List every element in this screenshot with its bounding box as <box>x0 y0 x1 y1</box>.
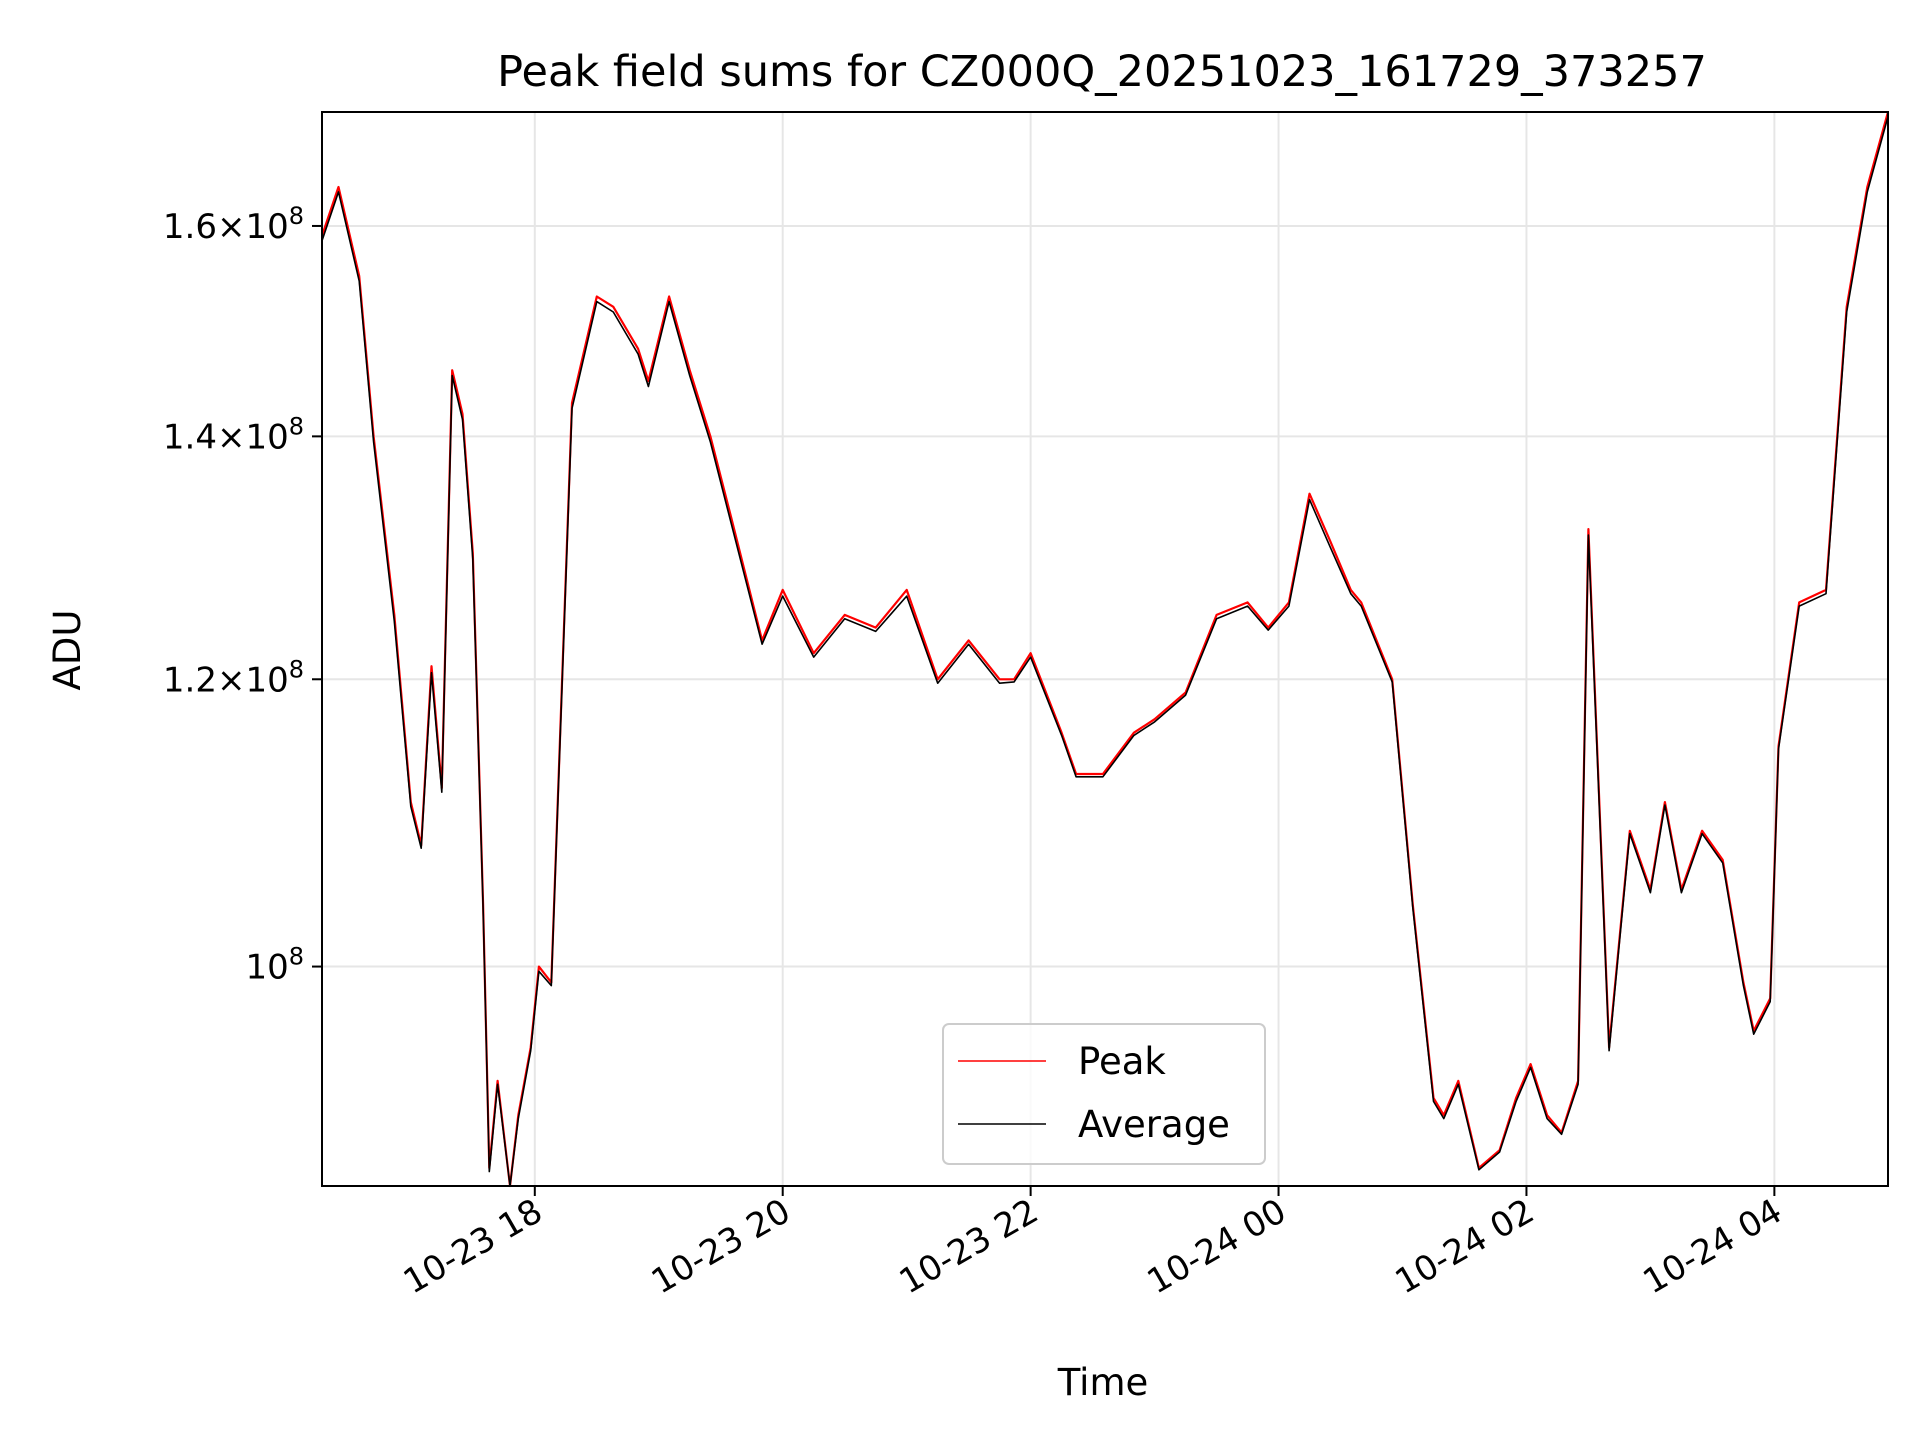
x-axis-label: Time <box>1057 1361 1149 1404</box>
legend-label-peak: Peak <box>1078 1040 1166 1083</box>
legend: Peak Average <box>942 1023 1266 1165</box>
chart-title: Peak field sums for CZ000Q_20251023_1617… <box>497 47 1707 97</box>
plot-background <box>322 112 1888 1186</box>
plot-area <box>320 111 1890 1188</box>
y-tick-label: 1.6×108 <box>163 202 304 247</box>
y-tick-label: 1.4×108 <box>163 412 304 457</box>
y-axis: 1.6×108 1.4×108 1.2×108 108 <box>163 202 322 988</box>
series-layer <box>320 111 1890 1188</box>
y-tick-label: 1.2×108 <box>163 655 304 700</box>
legend-label-average: Average <box>1078 1103 1230 1146</box>
legend-box <box>942 1023 1266 1165</box>
plot-frame <box>321 111 1889 1187</box>
y-tick-label: 108 <box>245 943 304 988</box>
y-axis-label: ADU <box>46 610 89 691</box>
series-line-average <box>321 116 1889 1187</box>
grid-lines <box>322 112 1888 1186</box>
